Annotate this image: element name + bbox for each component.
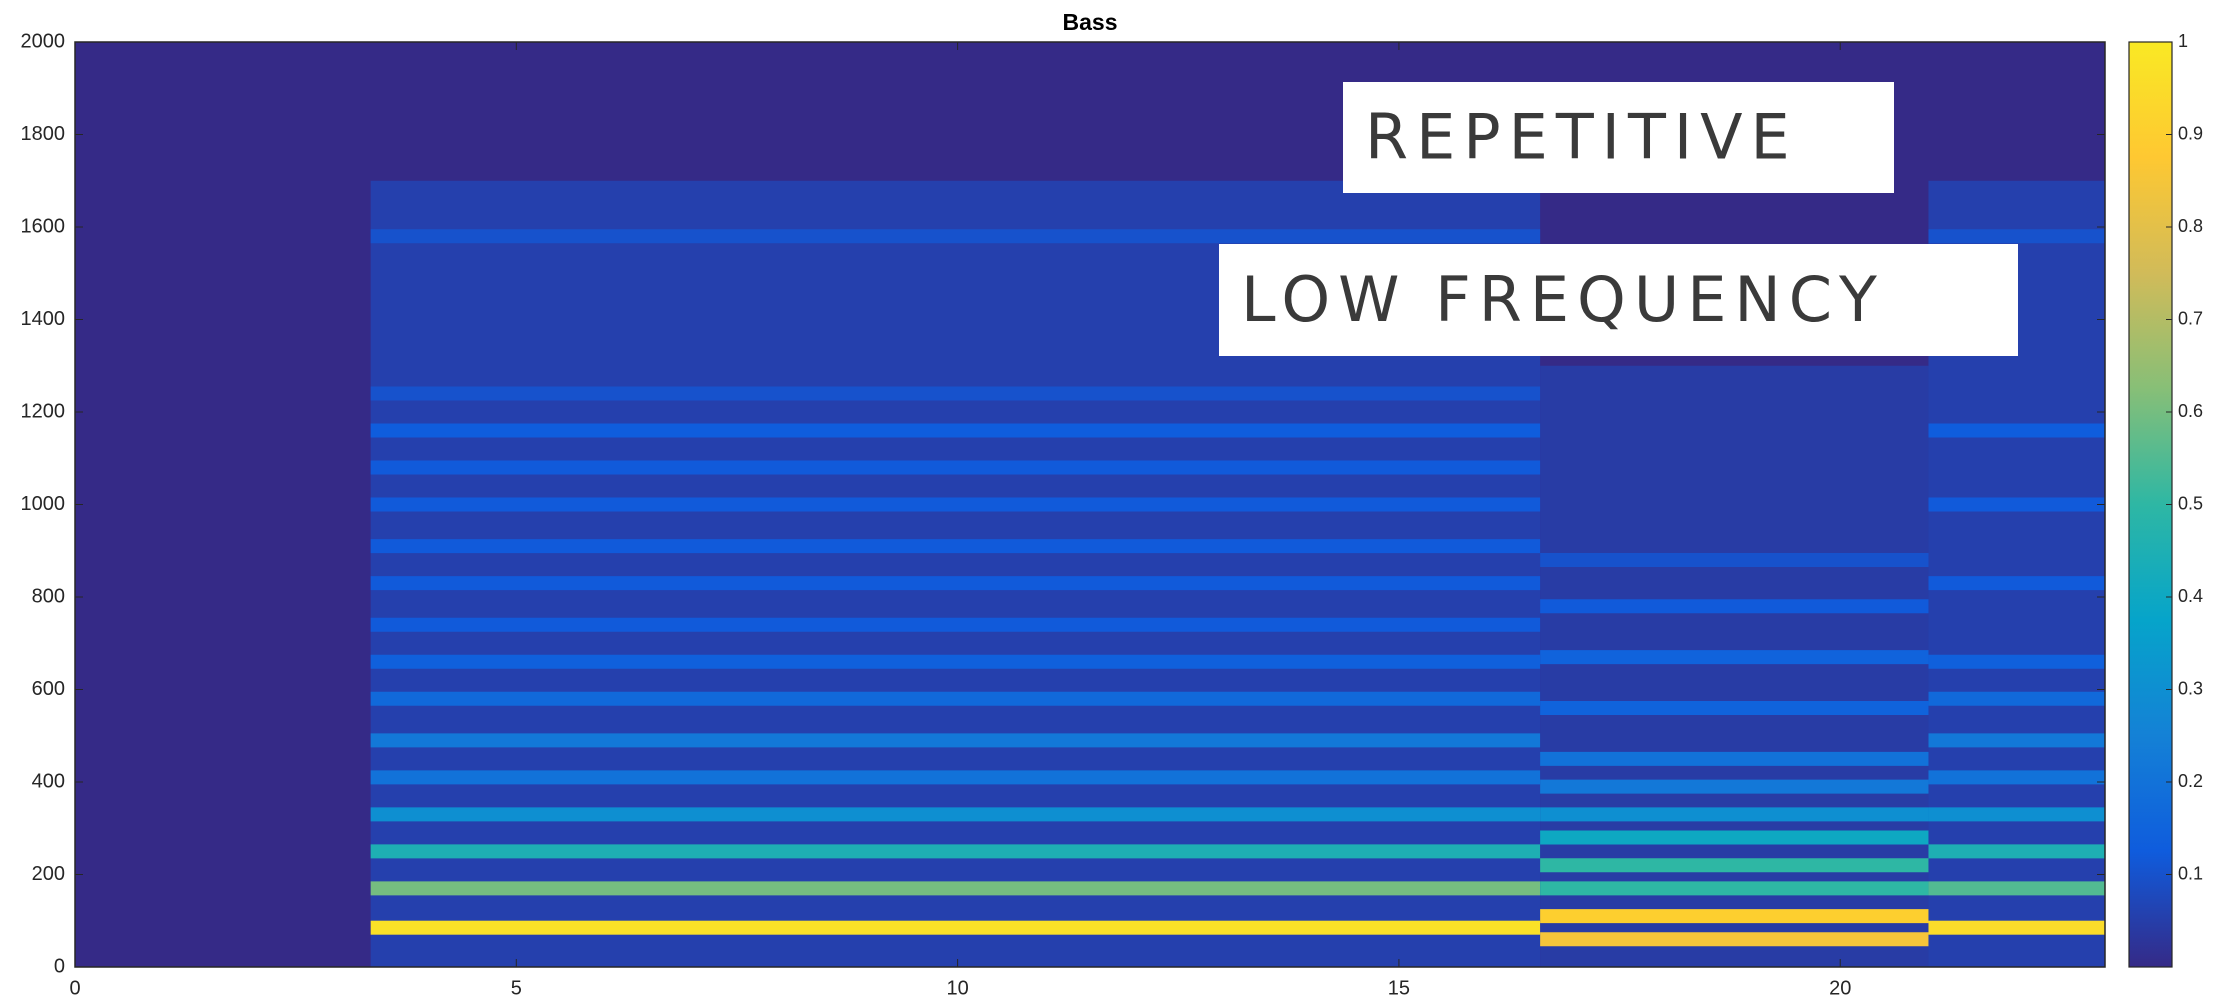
x-tick-label: 15 <box>1388 977 1410 999</box>
y-tick-label: 600 <box>32 678 65 700</box>
x-tick-label: 0 <box>69 977 80 999</box>
harmonic-band <box>1928 807 2105 821</box>
colorbar-tick-label: 0.5 <box>2178 493 2203 513</box>
colorbar-tick-label: 0.1 <box>2178 863 2203 883</box>
y-tick-label: 0 <box>54 955 65 977</box>
harmonic-band <box>371 692 1540 706</box>
chart-title: Bass <box>1063 9 1118 35</box>
y-tick-label: 400 <box>32 770 65 792</box>
y-tick-label: 1200 <box>21 400 66 422</box>
y-tick-label: 1800 <box>21 123 66 145</box>
colorbar-tick-label: 0.4 <box>2178 586 2203 606</box>
x-tick-label: 10 <box>946 977 968 999</box>
y-tick-label: 1600 <box>21 215 66 237</box>
colorbar <box>2129 42 2172 967</box>
harmonic-band <box>371 387 1540 401</box>
y-tick-label: 800 <box>32 585 65 607</box>
colorbar-tick-label: 0.3 <box>2178 678 2203 698</box>
harmonic-band <box>1540 932 1928 946</box>
y-tick-label: 200 <box>32 863 65 885</box>
x-tick-label: 5 <box>511 977 522 999</box>
harmonic-band <box>1540 909 1928 923</box>
harmonic-band <box>371 844 1540 858</box>
harmonic-band <box>1540 881 1928 895</box>
annotation-text: REPETITIVE <box>1365 101 1798 174</box>
harmonic-band <box>371 498 1540 512</box>
harmonic-band <box>371 618 1540 632</box>
harmonic-band <box>371 770 1540 784</box>
harmonic-band <box>1540 807 1928 821</box>
harmonic-band <box>1928 733 2105 747</box>
harmonic-band <box>371 881 1540 895</box>
harmonic-band <box>371 733 1540 747</box>
harmonic-band <box>1540 780 1928 794</box>
colorbar-tick-label: 0.9 <box>2178 123 2203 143</box>
x-tick-label: 20 <box>1829 977 1851 999</box>
harmonic-band <box>1540 831 1928 845</box>
harmonic-band <box>1928 576 2105 590</box>
colorbar-tick-label: 1 <box>2178 31 2188 51</box>
colorbar-tick-label: 0.8 <box>2178 216 2203 236</box>
harmonic-band <box>1540 752 1928 766</box>
harmonic-band <box>371 576 1540 590</box>
chart: Bass 02004006008001000120014001600180020… <box>0 0 2214 1001</box>
harmonic-band <box>371 807 1540 821</box>
colorbar-tick-label: 0.7 <box>2178 308 2203 328</box>
harmonic-band <box>371 539 1540 553</box>
annotation-text: LOW FREQUENCY <box>1241 263 1885 336</box>
harmonic-band <box>371 461 1540 475</box>
harmonic-band <box>1928 770 2105 784</box>
segment-floor <box>1540 366 1928 967</box>
y-tick-label: 1000 <box>21 493 66 515</box>
harmonic-band <box>371 655 1540 669</box>
harmonic-band <box>371 229 1540 243</box>
harmonic-band <box>1540 650 1928 664</box>
harmonic-band <box>1540 701 1928 715</box>
harmonic-band <box>1928 424 2105 438</box>
y-tick-label: 2000 <box>21 30 66 52</box>
harmonic-band <box>1928 655 2105 669</box>
harmonic-band <box>1540 599 1928 613</box>
harmonic-band <box>371 921 1540 935</box>
harmonic-band <box>1540 858 1928 872</box>
harmonic-band <box>1928 844 2105 858</box>
harmonic-band <box>1540 553 1928 567</box>
harmonic-band <box>1928 881 2105 895</box>
harmonic-band <box>1928 229 2105 243</box>
harmonic-band <box>1928 921 2105 935</box>
harmonic-band <box>1928 498 2105 512</box>
harmonic-band <box>371 424 1540 438</box>
harmonic-band <box>1928 692 2105 706</box>
y-tick-label: 1400 <box>21 308 66 330</box>
colorbar-tick-label: 0.2 <box>2178 771 2203 791</box>
colorbar-tick-label: 0.6 <box>2178 401 2203 421</box>
